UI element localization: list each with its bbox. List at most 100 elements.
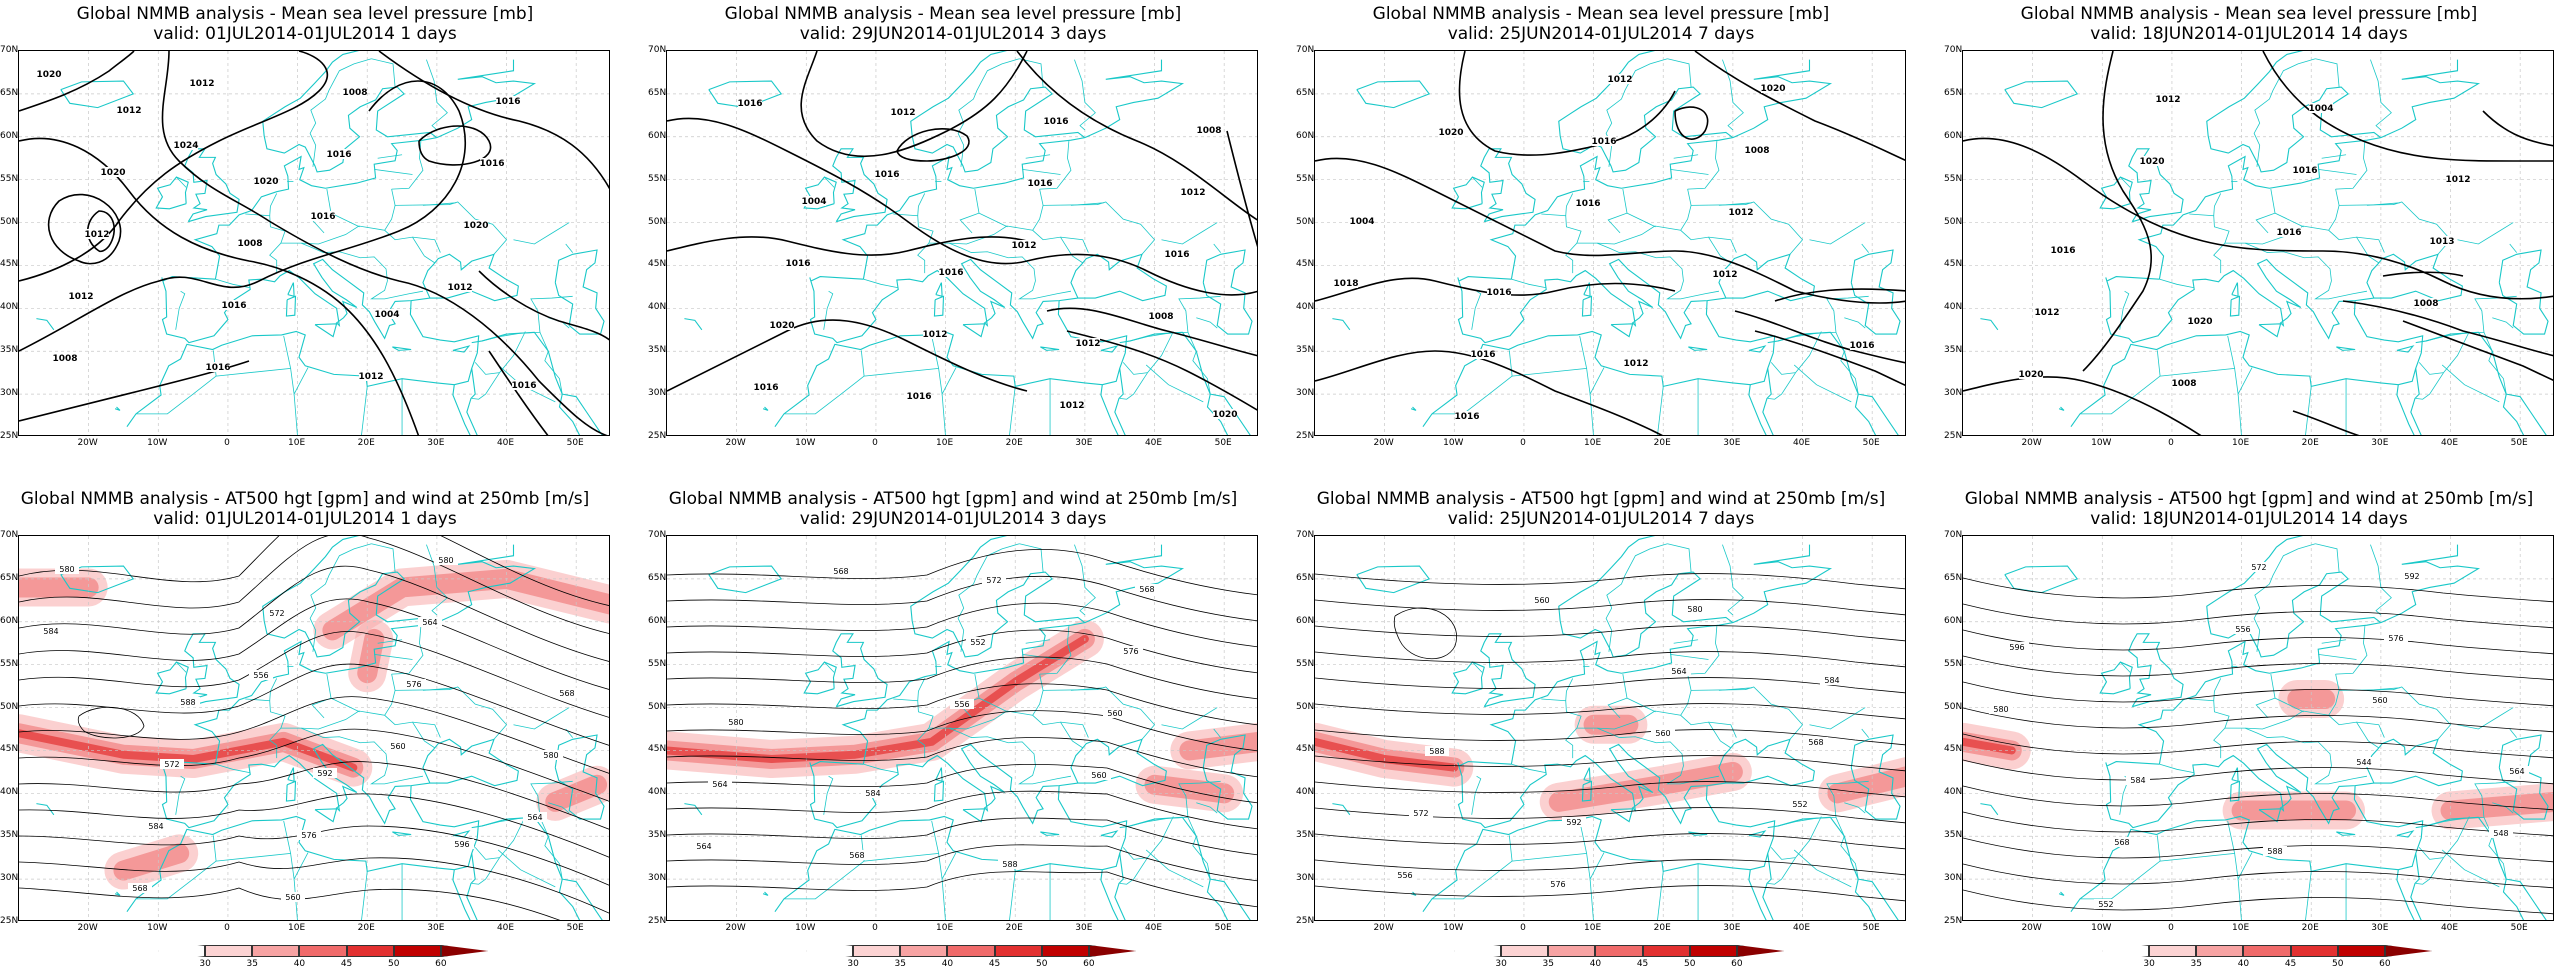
contour-label: 1008: [2413, 299, 2438, 309]
contour-label: 1012: [1180, 188, 1205, 198]
contour-label: 588: [1429, 747, 1444, 756]
contour-label: 592: [317, 769, 332, 778]
contour-label: 1012: [1075, 339, 1100, 349]
country-borders: [784, 543, 1222, 920]
lat-tick-label: 50N: [648, 216, 667, 227]
isoline-contours: [1315, 51, 1905, 435]
colorbar-tick-label: 45: [2284, 959, 2297, 969]
isoline-contours: [1963, 51, 2553, 435]
colorbar-segment: [1454, 945, 1502, 957]
lat-tick-label: 45N: [0, 744, 19, 755]
isoline: [478, 270, 609, 341]
contour-label: 564: [2509, 767, 2524, 776]
lat-tick-label: 55N: [648, 658, 667, 669]
panel-title-line: Global NMMB analysis - Mean sea level pr…: [76, 4, 534, 24]
lat-tick-label: 35N: [648, 345, 667, 356]
isoline: [378, 51, 609, 190]
lat-tick-label: 70N: [1296, 530, 1315, 540]
contour-label: 1012: [1011, 241, 1036, 251]
contour-labels: 560 552 556 560 564 568 572 576 580 584 588 592: [1393, 595, 1844, 889]
contour-label: 560: [2372, 696, 2387, 705]
lon-tick-label: 20W: [2021, 923, 2042, 933]
isoline: [800, 51, 1028, 158]
contour-label: 1020: [2187, 317, 2212, 327]
colorbar-segment: [158, 945, 206, 957]
map-plot: 1020 1016 1012 1016 1016 1016 1012 1018 1016 1012…: [1314, 50, 1906, 436]
panel-title-line: Global NMMB analysis - Mean sea level pr…: [2020, 4, 2478, 24]
lon-tick-label: 20E: [357, 438, 375, 448]
colorbar-tick-label: 45: [1636, 959, 1649, 969]
isoline: [1963, 889, 2553, 915]
lat-tick-label: 40N: [0, 302, 19, 313]
isoline: [667, 763, 1257, 804]
map-plot: 1016 1016 1012 1008 1016 1012 1016 1016 1020 1016…: [666, 50, 1258, 436]
lat-tick-label: 35N: [1296, 830, 1315, 841]
contour-label: 1012: [2445, 175, 2470, 185]
panel-title: Global NMMB analysis - Mean sea level pr…: [0, 4, 610, 44]
contour-label: 552: [1792, 800, 1807, 809]
contour-label: 580: [59, 565, 74, 574]
lat-tick-label: 45N: [1944, 259, 1963, 270]
contour-label: 572: [164, 760, 179, 769]
contour-label: 568: [559, 689, 574, 698]
lat-tick-label: 65N: [1296, 572, 1315, 583]
isoline: [667, 602, 1257, 648]
lat-tick-label: 45N: [1296, 744, 1315, 755]
colorbar-segment: [299, 945, 347, 957]
lat-tick-label: 25N: [648, 431, 667, 441]
colorbar-segment: [205, 945, 253, 957]
isoline: [19, 51, 135, 112]
isoline: [1963, 837, 2553, 863]
colorbar-segment: [2102, 945, 2150, 957]
isoline: [2402, 320, 2553, 381]
isoline: [19, 887, 561, 920]
coastlines: [684, 51, 1253, 435]
lon-tick-label: 50E: [566, 438, 584, 448]
lat-tick-label: 65N: [1944, 572, 1963, 583]
contour-label: 1016: [1849, 341, 1874, 351]
colorbar-tick-label: 35: [1542, 959, 1555, 969]
lat-tick-label: 65N: [1296, 87, 1315, 98]
contour-labels: 1020 1016 1008 1020 1012 1016 1013 1012 1008 1004…: [2018, 94, 2471, 389]
contour-label: 1012: [1728, 208, 1753, 218]
wind-colorbar: 30 35 40 45 50 60: [1454, 945, 1784, 969]
contour-label: 1013: [2429, 237, 2454, 247]
isoline: [896, 128, 970, 162]
lat-tick-label: 25N: [648, 916, 667, 926]
contour-label: 564: [1671, 667, 1686, 676]
isoline-contours: [19, 51, 609, 435]
contour-label: 588: [1002, 860, 1017, 869]
lon-tick-label: 10E: [936, 438, 954, 448]
lat-tick-label: 60N: [1296, 615, 1315, 626]
lat-tick-label: 70N: [0, 45, 19, 55]
lat-tick-label: 30N: [648, 388, 667, 399]
contour-label: 1016: [511, 381, 536, 391]
country-borders: [2080, 543, 2518, 920]
isoline: [1963, 376, 2202, 435]
map-plot: 556 560 564 568 552 560 564 568 572 576 580 584 588 5…: [666, 535, 1258, 921]
contour-label: 576: [1550, 880, 1565, 889]
isoline: [667, 548, 1257, 596]
lat-tick-label: 45N: [648, 744, 667, 755]
contour-label: 1020: [463, 221, 488, 231]
isoline: [1963, 681, 2553, 707]
lat-tick-label: 40N: [1944, 302, 1963, 313]
contour-label: 1016: [737, 99, 762, 109]
contour-label: 564: [696, 842, 711, 851]
contour-label: 1008: [2171, 379, 2196, 389]
isoline: [488, 350, 549, 435]
isoline: [2482, 110, 2553, 147]
panel-title-line: Global NMMB analysis - AT500 hgt [gpm] a…: [1964, 489, 2534, 509]
contour-label: 1016: [495, 97, 520, 107]
contour-label: 1012: [84, 230, 109, 240]
lon-tick-label: 10E: [288, 438, 306, 448]
isoline: [667, 871, 1257, 908]
lon-tick-label: 0: [872, 438, 878, 448]
lat-tick-label: 65N: [648, 572, 667, 583]
contour-label: 1016: [2050, 246, 2075, 256]
isoline: [1674, 106, 1709, 140]
lat-tick-label: 55N: [1296, 658, 1315, 669]
colorbar-segment: [2337, 945, 2385, 957]
panel-title-line: Global NMMB analysis - AT500 hgt [gpm] a…: [668, 489, 1238, 509]
lon-tick-label: 40E: [2440, 923, 2459, 933]
